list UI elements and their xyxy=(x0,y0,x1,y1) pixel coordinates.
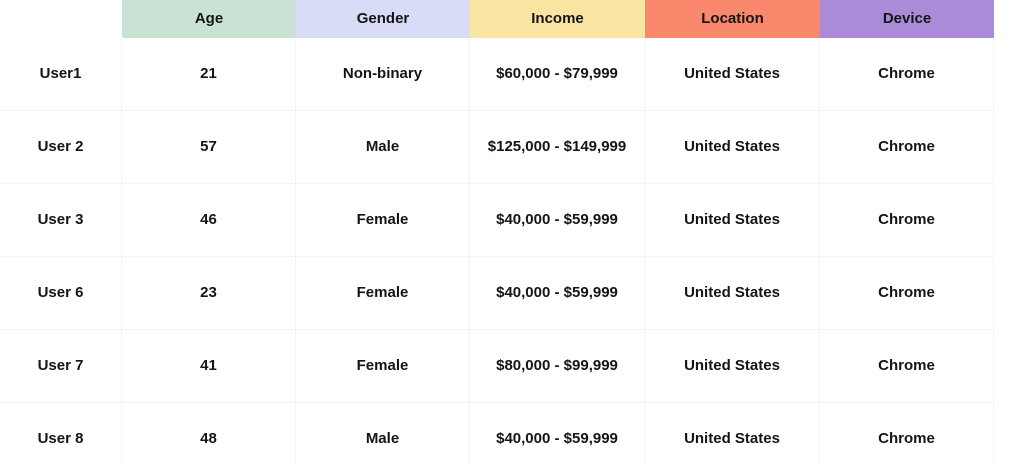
cell-age: 41 xyxy=(122,330,296,403)
cell-user-name: User 8 xyxy=(0,403,122,464)
cell-income: $60,000 - $79,999 xyxy=(470,38,645,111)
cell-user-name: User 3 xyxy=(0,184,122,257)
cell-location: United States xyxy=(645,403,820,464)
table-row: User 6 23 Female $40,000 - $59,999 Unite… xyxy=(0,257,994,330)
cell-income: $40,000 - $59,999 xyxy=(470,257,645,330)
cell-gender: Non-binary xyxy=(296,38,470,111)
cell-location: United States xyxy=(645,330,820,403)
cell-gender: Male xyxy=(296,111,470,184)
table-header-row: Age Gender Income Location Device xyxy=(0,0,994,38)
cell-device: Chrome xyxy=(820,330,994,403)
column-header-gender: Gender xyxy=(296,0,470,38)
column-header-income: Income xyxy=(470,0,645,38)
column-header-location: Location xyxy=(645,0,820,38)
cell-gender: Female xyxy=(296,330,470,403)
column-header-device: Device xyxy=(820,0,994,38)
cell-user-name: User 6 xyxy=(0,257,122,330)
cell-income: $80,000 - $99,999 xyxy=(470,330,645,403)
cell-user-name: User1 xyxy=(0,38,122,111)
cell-age: 48 xyxy=(122,403,296,464)
cell-gender: Female xyxy=(296,184,470,257)
cell-device: Chrome xyxy=(820,111,994,184)
table-row: User 8 48 Male $40,000 - $59,999 United … xyxy=(0,403,994,464)
cell-gender: Female xyxy=(296,257,470,330)
cell-location: United States xyxy=(645,184,820,257)
table-row: User 7 41 Female $80,000 - $99,999 Unite… xyxy=(0,330,994,403)
cell-device: Chrome xyxy=(820,38,994,111)
cell-device: Chrome xyxy=(820,184,994,257)
cell-income: $125,000 - $149,999 xyxy=(470,111,645,184)
cell-income: $40,000 - $59,999 xyxy=(470,403,645,464)
cell-user-name: User 7 xyxy=(0,330,122,403)
cell-location: United States xyxy=(645,111,820,184)
corner-cell xyxy=(0,0,122,38)
cell-income: $40,000 - $59,999 xyxy=(470,184,645,257)
cell-age: 21 xyxy=(122,38,296,111)
cell-age: 46 xyxy=(122,184,296,257)
cell-location: United States xyxy=(645,38,820,111)
cell-age: 57 xyxy=(122,111,296,184)
table-row: User1 21 Non-binary $60,000 - $79,999 Un… xyxy=(0,38,994,111)
cell-user-name: User 2 xyxy=(0,111,122,184)
table-row: User 2 57 Male $125,000 - $149,999 Unite… xyxy=(0,111,994,184)
cell-location: United States xyxy=(645,257,820,330)
cell-device: Chrome xyxy=(820,403,994,464)
cell-gender: Male xyxy=(296,403,470,464)
column-header-age: Age xyxy=(122,0,296,38)
cell-age: 23 xyxy=(122,257,296,330)
cell-device: Chrome xyxy=(820,257,994,330)
table-row: User 3 46 Female $40,000 - $59,999 Unite… xyxy=(0,184,994,257)
